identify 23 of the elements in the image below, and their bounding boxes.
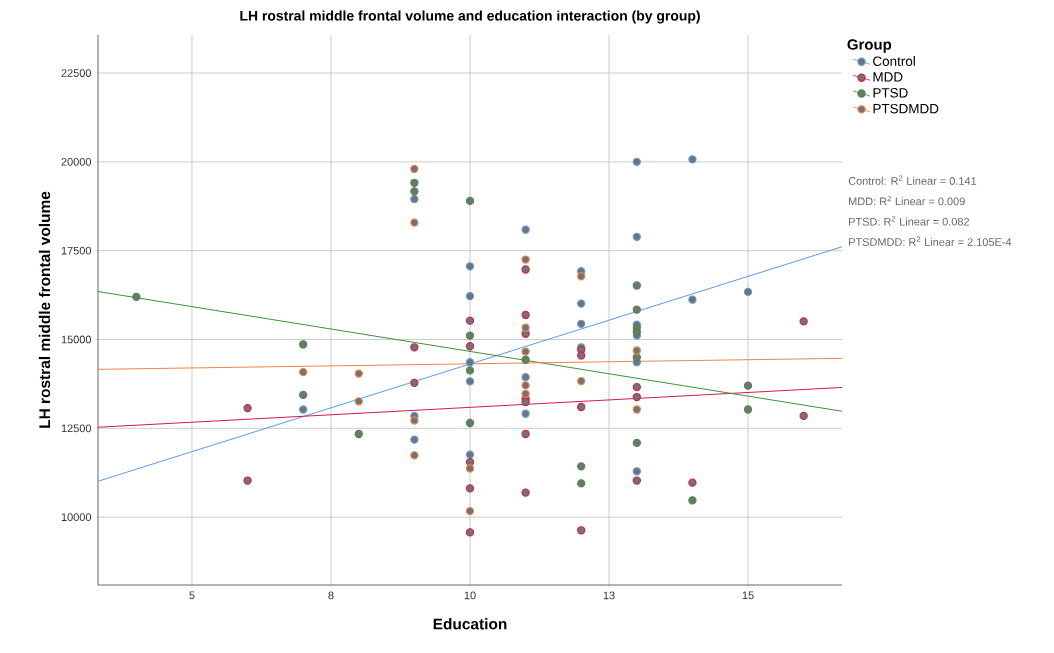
text: PTSD: R$^{2}$ Linear = 0.082 xyxy=(849,216,970,226)
text: Control: R$^{2}$ Linear = 0.141 xyxy=(848,175,977,185)
x-tick-label: 5 xyxy=(189,591,195,600)
legend-label: MDD xyxy=(873,72,903,82)
y-tick-label: 15000 xyxy=(61,335,92,344)
y-tick-label: 20000 xyxy=(61,157,92,166)
text: PTSDMDD: R$^{2}$ Linear = 2.105E-4 xyxy=(849,236,1012,246)
legend-label: PTSDMDD xyxy=(873,103,939,114)
x-axis-title: Education xyxy=(433,618,507,630)
chart-title: LH rostral middle frontal volume and education interaction (by group) xyxy=(240,10,700,24)
legend-title: Group xyxy=(847,39,892,53)
text: MDD: R$^{2}$ Linear = 0.009 xyxy=(849,195,965,206)
y-tick-label: 12500 xyxy=(61,424,92,433)
legend-label: PTSD xyxy=(873,88,908,98)
x-tick-label: 13 xyxy=(603,591,615,600)
legend-label: Control xyxy=(873,56,915,66)
x-tick-label: 10 xyxy=(464,591,476,600)
y-tick-label: 22500 xyxy=(61,69,92,77)
x-tick-label: 15 xyxy=(742,591,754,600)
y-tick-label: 10000 xyxy=(61,513,92,522)
y-tick-label: 17500 xyxy=(61,246,92,255)
x-tick-label: 8 xyxy=(328,591,334,600)
y-axis-title: LH rostral middle frontal volume xyxy=(38,191,51,428)
